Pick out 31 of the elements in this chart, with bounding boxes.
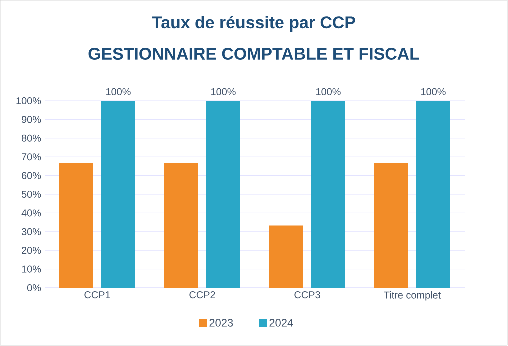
- data-label: 100%: [422, 88, 446, 96]
- bar: [416, 100, 450, 288]
- y-tick-label: 10%: [22, 266, 42, 273]
- data-label: 100%: [106, 88, 131, 96]
- y-tick-label: 60%: [22, 172, 42, 180]
- chart-title: Taux de réussite par CCP: [152, 16, 356, 32]
- y-tick-label: 80%: [22, 134, 42, 142]
- y-tick-label: 40%: [22, 210, 42, 217]
- y-tick-label: 0%: [27, 284, 42, 292]
- data-label: 100%: [316, 88, 341, 96]
- bar: [206, 100, 240, 288]
- y-tick-label: 70%: [22, 154, 42, 161]
- bar: [164, 163, 198, 288]
- bar: [60, 163, 94, 288]
- bar: [270, 226, 304, 288]
- chart-subtitle: GESTIONNAIRE COMPTABLE ET FISCAL: [88, 48, 420, 60]
- legend-label: 2023: [210, 319, 234, 327]
- y-tick-label: 20%: [22, 247, 42, 254]
- y-tick-label: 30%: [22, 228, 42, 236]
- bar: [374, 163, 408, 288]
- x-tick-label: CCP3: [294, 292, 320, 299]
- x-tick-label: CCP1: [84, 292, 110, 299]
- x-tick-label: CCP2: [190, 292, 216, 299]
- bar: [102, 100, 136, 288]
- y-tick-label: 90%: [22, 116, 42, 124]
- legend-label: 2024: [270, 319, 294, 327]
- x-tick-label: Titre complet: [384, 292, 442, 301]
- y-tick-label: 50%: [22, 190, 42, 198]
- data-label: 100%: [212, 88, 236, 96]
- bar: [312, 100, 346, 288]
- y-tick-label: 100%: [16, 97, 42, 105]
